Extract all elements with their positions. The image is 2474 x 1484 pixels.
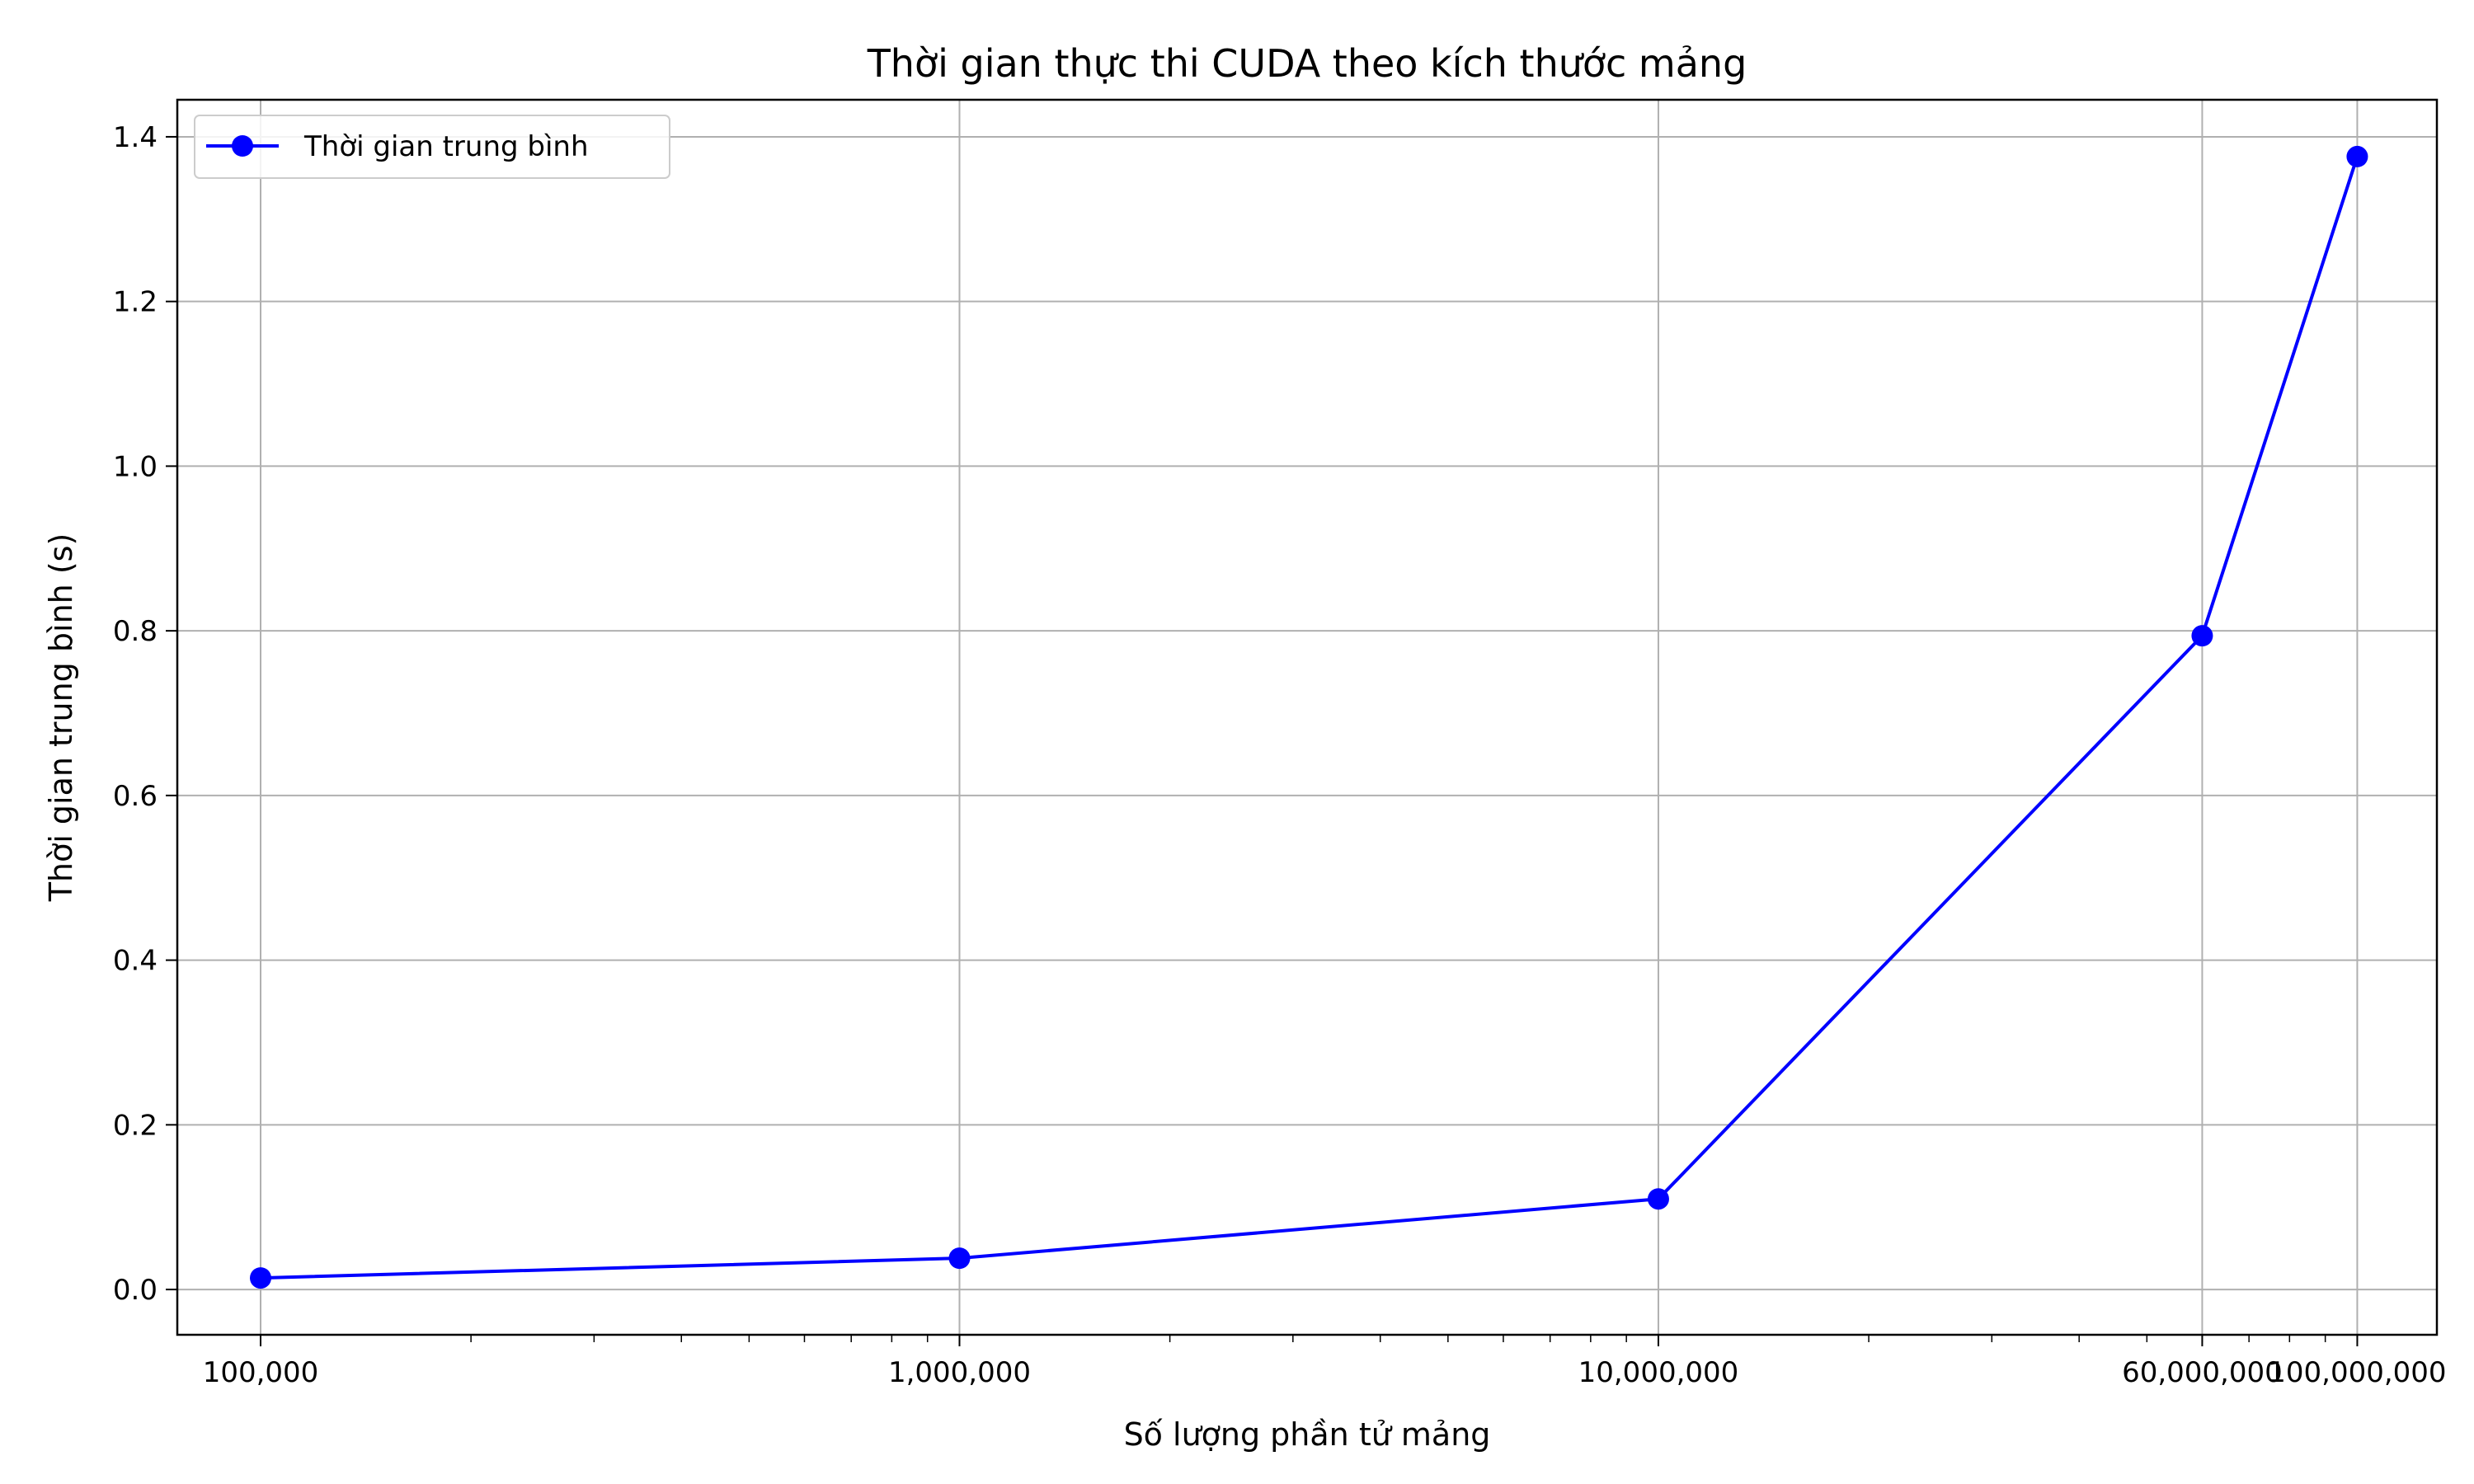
legend-box [194,115,670,179]
legend-marker-swatch [232,135,253,157]
x-tick-label: 100,000 [203,1356,319,1389]
x-tick-label: 10,000,000 [1578,1356,1739,1389]
data-point [1647,1188,1669,1210]
x-axis-ticks: 100,000 1,000,000 10,000,000 60,000,000100,… [203,1335,2447,1389]
y-tick-label: 1.0 [113,450,158,483]
data-point [2346,145,2368,167]
x-tick-label: 100,000,000 [2268,1356,2446,1389]
y-axis-label: Thời gian trung bình (s) [43,533,79,903]
plot-frame [176,98,2439,1336]
x-axis-label: Số lượng phần tử mảng [1124,1416,1491,1453]
y-tick-label: 1.2 [113,286,158,319]
data-point [250,1267,272,1289]
x-tick-label: 1,000,000 [888,1356,1031,1389]
series-layer [250,145,2368,1289]
y-tick-label: 1.4 [113,121,158,154]
y-axis-ticks: 0.0 0.2 0.4 0.6 0.8 1.0 1.2 1.4 [113,121,177,1307]
y-tick-label: 0.0 [113,1274,158,1307]
y-tick-label: 0.8 [113,615,158,648]
chart-title: Thời gian thực thi CUDA theo kích thước … [867,41,1747,86]
legend-label: Thời gian trung bình [303,130,589,163]
y-tick-label: 0.6 [113,780,158,813]
y-tick-label: 0.2 [113,1109,158,1142]
data-point [2191,625,2213,647]
y-tick-label: 0.4 [113,945,158,978]
grid [177,100,2437,1335]
data-point [948,1247,971,1270]
x-tick-label: 60,000,000 [2122,1356,2283,1389]
legend: Thời gian trung bình [194,115,670,179]
